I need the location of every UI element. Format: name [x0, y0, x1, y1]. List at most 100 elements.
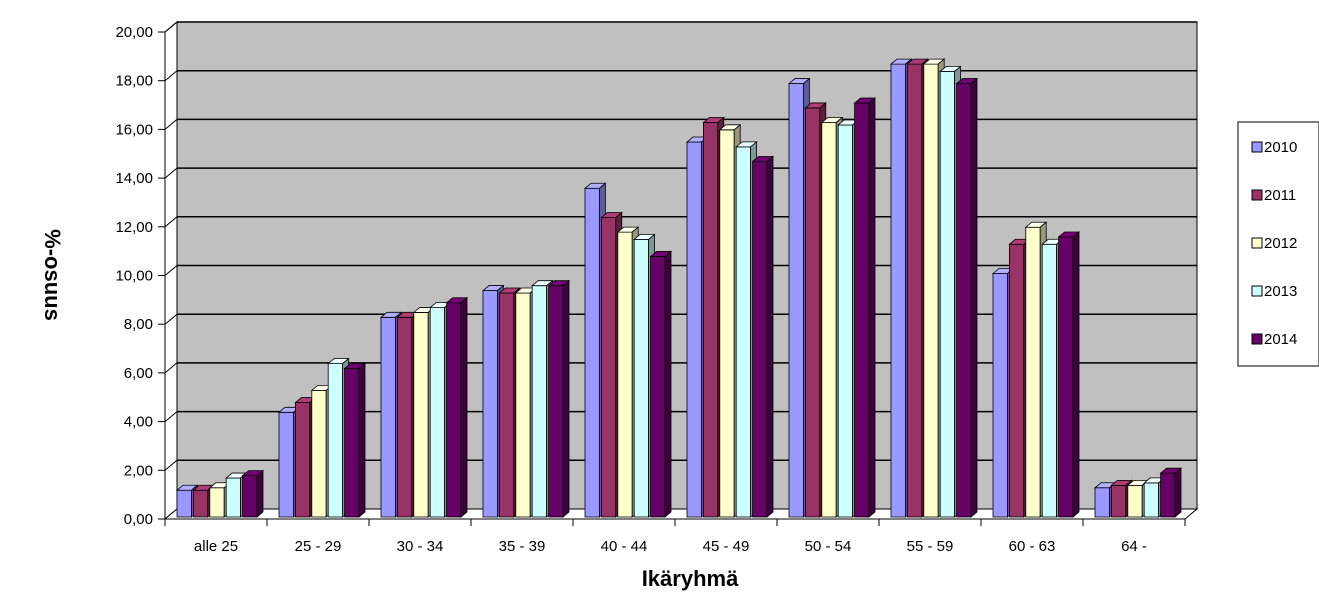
- bar-front: [430, 308, 444, 517]
- bar: [753, 156, 773, 517]
- y-tick-label: 4,00: [124, 414, 153, 431]
- y-axis-title: %-osuus: [40, 229, 65, 321]
- bar-front: [907, 64, 921, 517]
- legend-swatch: [1252, 238, 1262, 248]
- bar-front: [549, 286, 563, 517]
- legend-swatch: [1252, 286, 1262, 296]
- bar: [855, 98, 875, 517]
- bar-side: [563, 281, 569, 517]
- x-tick-label: 55 - 59: [907, 538, 954, 555]
- bar-front: [532, 286, 546, 517]
- x-tick-label: 35 - 39: [499, 538, 546, 555]
- legend: 2010 2011 2012 2013 2014: [1238, 122, 1319, 366]
- bar-front: [328, 364, 342, 517]
- x-tick-label: 30 - 34: [397, 538, 444, 555]
- bar: [447, 298, 467, 517]
- bar-front: [1009, 244, 1023, 517]
- bar-front: [585, 188, 599, 517]
- legend-swatch: [1252, 334, 1262, 344]
- bar-front: [381, 317, 395, 517]
- legend-swatch: [1252, 142, 1262, 152]
- bar-front: [483, 291, 497, 517]
- y-tick-label: 18,00: [115, 73, 153, 90]
- bar: [1161, 468, 1181, 517]
- bar-front: [891, 64, 905, 517]
- bar-front: [1042, 244, 1056, 517]
- bar-front: [753, 161, 767, 517]
- bar-front: [957, 84, 971, 517]
- bar-front: [312, 390, 326, 517]
- bar-front: [1161, 473, 1175, 517]
- bar: [651, 251, 671, 517]
- bar-front: [838, 125, 852, 517]
- bar-front: [414, 312, 428, 517]
- x-tick-labels: alle 25 25 - 29 30 - 34 35 - 39 40 - 44 45 - …: [194, 538, 1147, 555]
- bar-front: [243, 476, 257, 517]
- bar-side: [1073, 232, 1079, 517]
- bar-front: [1111, 485, 1125, 517]
- bar-side: [257, 471, 263, 517]
- bar-front: [516, 293, 530, 517]
- bar: [549, 281, 569, 517]
- bar-front: [295, 403, 309, 517]
- bar-front: [601, 217, 615, 517]
- bar-side: [461, 298, 467, 517]
- legend-label: 2013: [1264, 283, 1297, 300]
- bar-front: [1059, 237, 1073, 517]
- bar-front: [855, 103, 869, 517]
- bar-front: [1128, 485, 1142, 517]
- x-tick-label: 64 -: [1121, 538, 1147, 555]
- bar: [1059, 232, 1079, 517]
- legend-label: 2012: [1264, 235, 1297, 252]
- x-tick-label: 40 - 44: [601, 538, 648, 555]
- bar: [345, 363, 365, 517]
- y-tick-label: 6,00: [124, 365, 153, 382]
- bar-front: [447, 303, 461, 517]
- bar-front: [499, 293, 513, 517]
- bar-side: [767, 156, 773, 517]
- bar-front: [789, 84, 803, 517]
- bar-front: [822, 123, 836, 517]
- bar-front: [687, 142, 701, 517]
- y-tick-label: 8,00: [124, 316, 153, 333]
- y-tick-labels: 0,00 2,00 4,00 6,00 8,00 10,00 12,00 14,00 16,00…: [115, 24, 153, 528]
- x-axis-title: Ikäryhmä: [642, 566, 739, 591]
- bar-side: [1175, 468, 1181, 517]
- x-tick-label: 45 - 49: [703, 538, 750, 555]
- bar-front: [618, 232, 632, 517]
- bar: [957, 79, 977, 517]
- bar-side: [869, 98, 875, 517]
- y-tick-label: 2,00: [124, 462, 153, 479]
- bar: [243, 471, 263, 517]
- bar-front: [1026, 227, 1040, 517]
- legend-label: 2011: [1264, 187, 1296, 204]
- bar-front: [345, 368, 359, 517]
- x-tick-label: 25 - 29: [295, 538, 342, 555]
- legend-swatch: [1252, 190, 1262, 200]
- bar-front: [940, 71, 954, 517]
- bar-front: [177, 490, 191, 517]
- y-tick-label: 16,00: [115, 121, 153, 138]
- x-tick-label: 50 - 54: [805, 538, 852, 555]
- bar-front: [226, 478, 240, 517]
- bar-front: [193, 490, 207, 517]
- bar-front: [397, 317, 411, 517]
- bar-front: [210, 488, 224, 517]
- bar-front: [1095, 488, 1109, 517]
- bar-front: [720, 130, 734, 517]
- bar-front: [651, 256, 665, 517]
- legend-label: 2010: [1264, 139, 1297, 156]
- x-tick-label: alle 25: [194, 538, 238, 555]
- y-tick-label: 10,00: [115, 268, 153, 285]
- bar-front: [736, 147, 750, 517]
- bar-front: [703, 123, 717, 517]
- legend-label: 2014: [1264, 331, 1297, 348]
- bar-front: [805, 108, 819, 517]
- bar-side: [359, 363, 365, 517]
- y-tick-label: 20,00: [115, 24, 153, 41]
- bar-front: [279, 412, 293, 517]
- x-tick-label: 60 - 63: [1009, 538, 1056, 555]
- bar-side: [971, 79, 977, 517]
- bar-front: [1144, 483, 1158, 517]
